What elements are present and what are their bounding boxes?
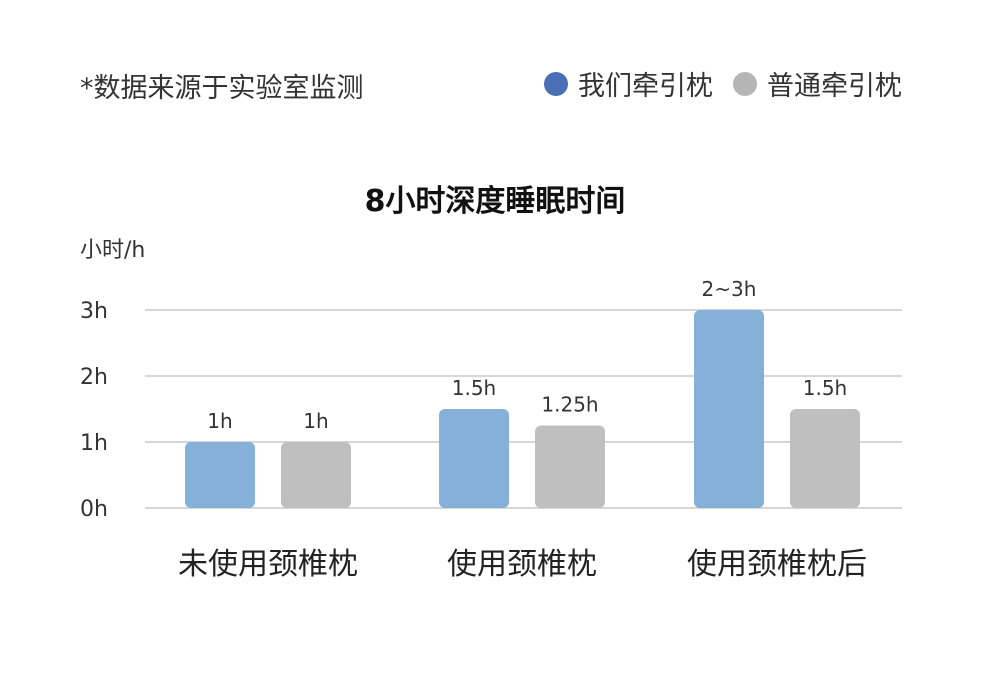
x-category-label: 未使用颈椎枕 [178,547,358,582]
data-label: 1.25h [541,393,598,417]
data-label: 2~3h [702,277,757,301]
bar-ours [185,442,255,508]
bar-regular [281,442,351,508]
y-tick-label: 1h [80,431,108,456]
data-source-note: *数据来源于实验室监测 [80,73,364,104]
y-tick-label: 3h [80,299,108,324]
y-axis-unit-label: 小时/h [80,238,146,263]
x-category-label: 使用颈椎枕后 [687,547,867,582]
chart-title: 8小时深度睡眠时间 [364,184,626,219]
bar-regular [790,409,860,508]
bar-ours [439,409,509,508]
legend-label-ours: 我们牵引枕 [578,71,713,102]
y-tick-label: 0h [80,497,108,522]
legend-label-regular: 普通牵引枕 [767,71,902,102]
bar-regular [535,425,605,508]
legend-swatch-ours [544,71,568,96]
data-label: 1.5h [803,376,847,400]
x-category-label: 使用颈椎枕 [447,547,597,582]
chart-legend: 我们牵引枕 普通牵引枕 [544,64,902,103]
data-label: 1h [303,409,328,433]
data-label: 1.5h [452,376,496,400]
legend-item-regular: 普通牵引枕 [733,64,902,103]
y-tick-label: 2h [80,365,108,390]
bar-ours [694,310,764,508]
data-label: 1h [207,409,232,433]
legend-swatch-regular [733,71,757,96]
legend-item-ours: 我们牵引枕 [544,64,713,103]
